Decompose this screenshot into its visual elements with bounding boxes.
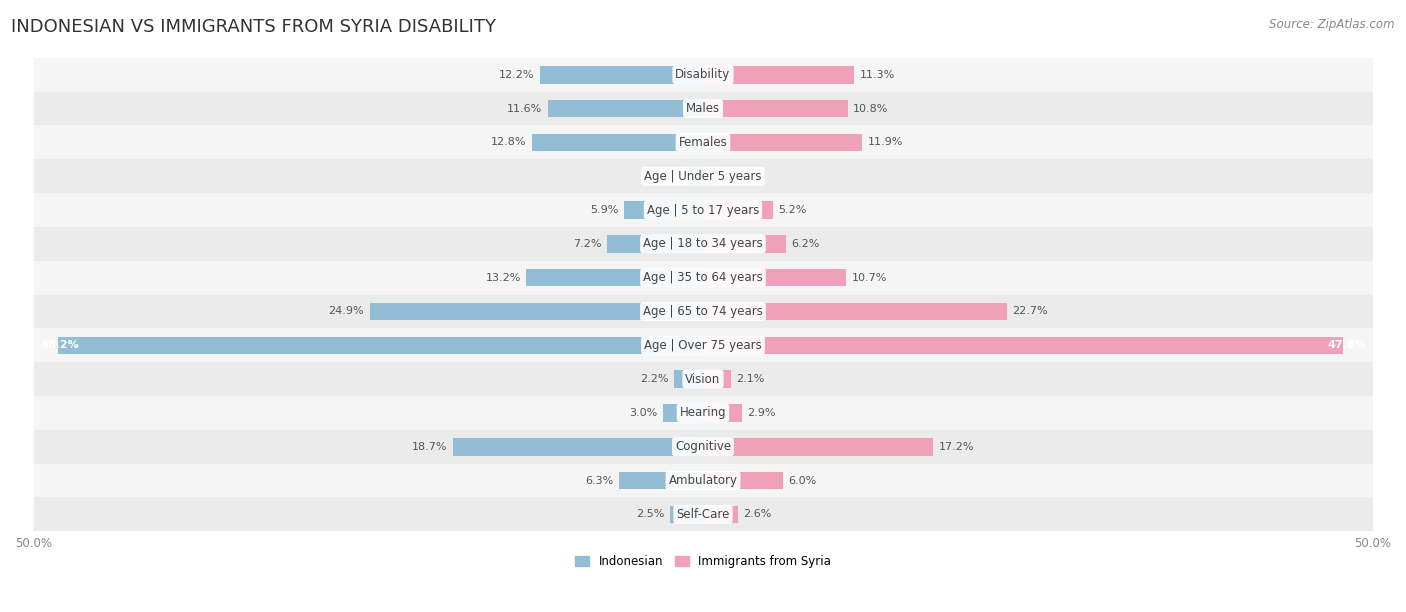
Text: 2.6%: 2.6%: [744, 509, 772, 520]
Bar: [34, 498, 1372, 531]
Bar: [673, 370, 703, 388]
Bar: [58, 337, 703, 354]
Text: Age | 35 to 64 years: Age | 35 to 64 years: [643, 271, 763, 284]
Text: 2.1%: 2.1%: [737, 374, 765, 384]
Text: 11.3%: 11.3%: [859, 70, 894, 80]
Bar: [703, 370, 731, 388]
Text: Cognitive: Cognitive: [675, 440, 731, 453]
Text: 5.2%: 5.2%: [778, 205, 807, 215]
Text: 7.2%: 7.2%: [572, 239, 602, 249]
Text: INDONESIAN VS IMMIGRANTS FROM SYRIA DISABILITY: INDONESIAN VS IMMIGRANTS FROM SYRIA DISA…: [11, 18, 496, 36]
Bar: [662, 404, 703, 422]
Bar: [453, 438, 703, 455]
Bar: [619, 472, 703, 490]
Text: Age | Over 75 years: Age | Over 75 years: [644, 339, 762, 352]
Bar: [34, 464, 1372, 498]
Bar: [531, 133, 703, 151]
Text: Hearing: Hearing: [679, 406, 727, 419]
Text: 47.8%: 47.8%: [1327, 340, 1365, 350]
Bar: [370, 303, 703, 320]
Text: 17.2%: 17.2%: [939, 442, 974, 452]
Bar: [669, 506, 703, 523]
Text: 2.5%: 2.5%: [636, 509, 664, 520]
Text: 6.0%: 6.0%: [789, 476, 817, 485]
Text: 6.2%: 6.2%: [792, 239, 820, 249]
Text: 6.3%: 6.3%: [585, 476, 613, 485]
Bar: [34, 329, 1372, 362]
Text: 24.9%: 24.9%: [329, 307, 364, 316]
Text: Vision: Vision: [685, 373, 721, 386]
Bar: [34, 294, 1372, 329]
Text: 5.9%: 5.9%: [591, 205, 619, 215]
Bar: [703, 235, 786, 253]
Bar: [688, 168, 703, 185]
Text: Age | 5 to 17 years: Age | 5 to 17 years: [647, 204, 759, 217]
Bar: [34, 193, 1372, 227]
Text: Age | Under 5 years: Age | Under 5 years: [644, 170, 762, 183]
Bar: [34, 227, 1372, 261]
Bar: [34, 159, 1372, 193]
Bar: [34, 362, 1372, 396]
Bar: [34, 92, 1372, 125]
Text: 2.9%: 2.9%: [747, 408, 776, 418]
Text: 22.7%: 22.7%: [1012, 307, 1047, 316]
Text: 11.6%: 11.6%: [508, 103, 543, 114]
Bar: [526, 269, 703, 286]
Text: Ambulatory: Ambulatory: [668, 474, 738, 487]
Text: 10.8%: 10.8%: [853, 103, 889, 114]
Bar: [703, 404, 742, 422]
Bar: [34, 261, 1372, 294]
Text: 13.2%: 13.2%: [485, 273, 520, 283]
Text: Self-Care: Self-Care: [676, 508, 730, 521]
Text: Age | 65 to 74 years: Age | 65 to 74 years: [643, 305, 763, 318]
Bar: [703, 201, 773, 219]
Bar: [703, 66, 855, 84]
Bar: [540, 66, 703, 84]
Bar: [624, 201, 703, 219]
Text: 12.8%: 12.8%: [491, 137, 526, 147]
Text: 48.2%: 48.2%: [41, 340, 79, 350]
Bar: [703, 100, 848, 118]
Bar: [606, 235, 703, 253]
Text: Males: Males: [686, 102, 720, 115]
Text: 18.7%: 18.7%: [412, 442, 447, 452]
Text: 11.9%: 11.9%: [868, 137, 903, 147]
Text: Disability: Disability: [675, 69, 731, 81]
Bar: [34, 58, 1372, 92]
Bar: [703, 472, 783, 490]
Text: 10.7%: 10.7%: [852, 273, 887, 283]
Text: Females: Females: [679, 136, 727, 149]
Bar: [703, 303, 1007, 320]
Text: 12.2%: 12.2%: [499, 70, 534, 80]
Bar: [703, 168, 717, 185]
Bar: [703, 133, 862, 151]
Text: 1.1%: 1.1%: [723, 171, 751, 181]
Bar: [34, 396, 1372, 430]
Legend: Indonesian, Immigrants from Syria: Indonesian, Immigrants from Syria: [569, 550, 837, 573]
Bar: [548, 100, 703, 118]
Text: 2.2%: 2.2%: [640, 374, 668, 384]
Text: 3.0%: 3.0%: [630, 408, 658, 418]
Text: Age | 18 to 34 years: Age | 18 to 34 years: [643, 237, 763, 250]
Bar: [34, 430, 1372, 464]
Text: Source: ZipAtlas.com: Source: ZipAtlas.com: [1270, 18, 1395, 31]
Bar: [703, 506, 738, 523]
Bar: [703, 438, 934, 455]
Bar: [703, 337, 1343, 354]
Bar: [703, 269, 846, 286]
Text: 1.2%: 1.2%: [654, 171, 682, 181]
Bar: [34, 125, 1372, 159]
